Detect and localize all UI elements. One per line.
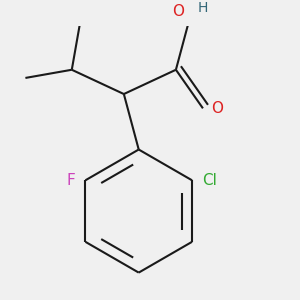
Text: Cl: Cl [202, 173, 217, 188]
Text: O: O [172, 4, 184, 19]
Text: O: O [211, 101, 223, 116]
Text: F: F [66, 173, 75, 188]
Text: H: H [198, 1, 208, 15]
